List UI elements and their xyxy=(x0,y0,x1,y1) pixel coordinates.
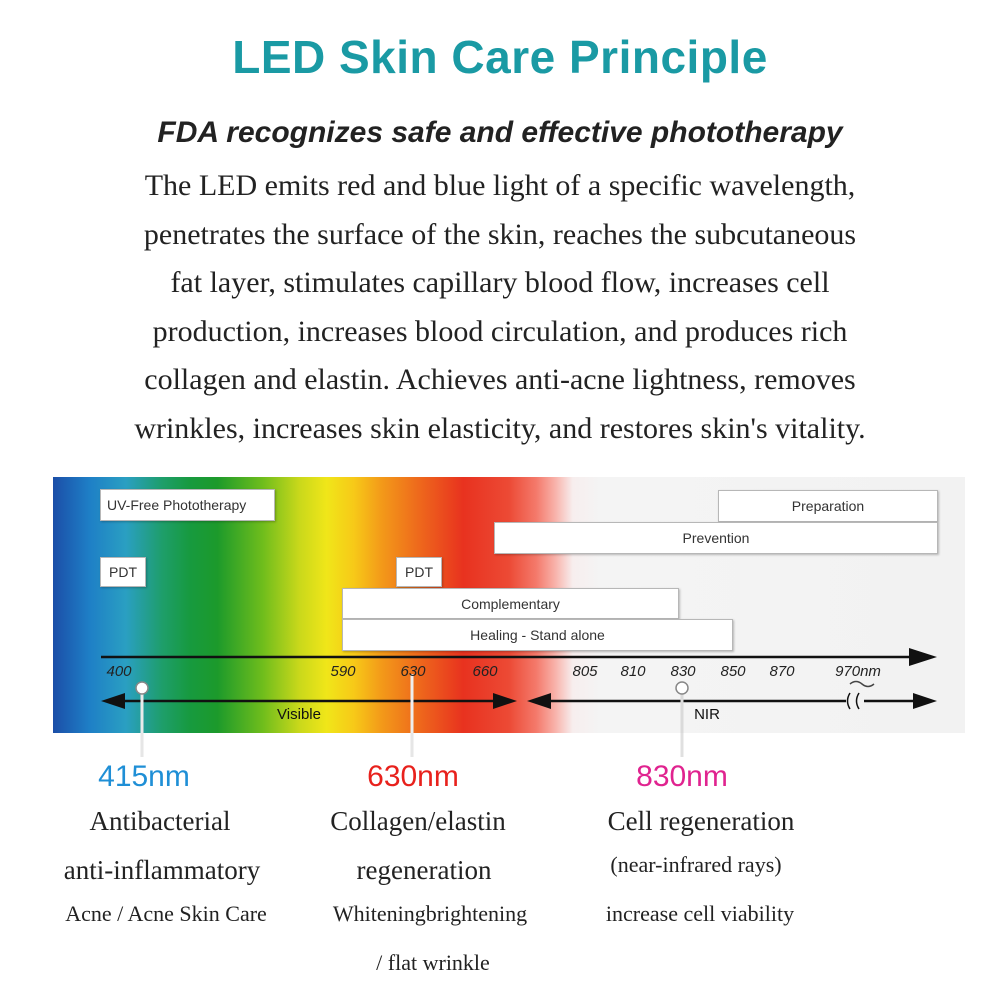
marker-415 xyxy=(135,681,149,695)
tick-label: 870 xyxy=(769,663,795,680)
subtitle: FDA recognizes safe and effective photot… xyxy=(157,116,843,149)
caption-630-line4: / flat wrinkle xyxy=(376,950,490,975)
caption-415-line2: anti-inflammatory xyxy=(63,855,261,885)
tick-label: 805 xyxy=(572,663,598,680)
caption-415-line3: Acne / Acne Skin Care xyxy=(65,901,267,926)
caption-630-line2: regeneration xyxy=(356,855,492,885)
description-line: wrinkles, increases skin elasticity, and… xyxy=(134,411,866,445)
tick-break-mark xyxy=(849,680,875,688)
wavelength-415-label: 415nm xyxy=(98,760,190,793)
caption-415-line1: Antibacterial xyxy=(89,806,231,836)
tick-label: 400 xyxy=(106,663,132,680)
spectrum-diagram: UV-Free Phototherapy Preparation Prevent… xyxy=(53,477,965,733)
wavelength-830-label: 830nm xyxy=(636,760,728,793)
preparation-box: Preparation xyxy=(718,490,938,522)
prevention-box: Prevention xyxy=(494,522,938,554)
caption-830-line2: (near-infrared rays) xyxy=(610,852,782,877)
tick-label: 970nm xyxy=(835,663,881,680)
pdt-box-left: PDT xyxy=(100,557,146,587)
caption-630-line3: Whiteningbrightening xyxy=(332,901,528,926)
description-line: The LED emits red and blue light of a sp… xyxy=(144,169,856,202)
pdt-box-right: PDT xyxy=(396,557,442,587)
caption-830-line3: increase cell viability xyxy=(605,901,795,926)
uv-free-phototherapy-box: UV-Free Phototherapy xyxy=(100,489,275,521)
axis-arrows xyxy=(101,648,937,733)
tick-label: 850 xyxy=(720,663,746,680)
tick-label: 660 xyxy=(472,663,498,680)
complementary-box: Complementary xyxy=(342,588,679,619)
marker-830 xyxy=(675,681,689,695)
description-line: production, increases blood circulation,… xyxy=(152,314,848,348)
wavelength-630-label: 630nm xyxy=(367,760,459,793)
description: The LED emits red and blue light of a sp… xyxy=(20,162,980,453)
tick-label: 630 xyxy=(400,663,426,680)
visible-arrowhead-right xyxy=(493,693,517,709)
nir-arrowhead-right xyxy=(913,693,937,709)
healing-box: Healing - Stand alone xyxy=(342,619,733,651)
tick-label: 810 xyxy=(620,663,646,680)
description-line: collagen and elastin. Achieves anti-acne… xyxy=(144,363,856,396)
description-line: fat layer, stimulates capillary blood fl… xyxy=(170,266,830,299)
nir-arrowhead-left xyxy=(527,693,551,709)
axis-break-mark xyxy=(846,692,860,710)
caption-630-line1: Collagen/elastin xyxy=(330,806,506,836)
page-title: LED Skin Care Principle xyxy=(232,31,768,83)
caption-830-line1: Cell regeneration xyxy=(607,806,795,836)
visible-label: Visible xyxy=(277,706,321,723)
description-line: penetrates the surface of the skin, reac… xyxy=(143,217,857,251)
tick-label: 830 xyxy=(670,663,696,680)
tick-label: 590 xyxy=(330,663,356,680)
axis-arrowhead-right xyxy=(909,648,937,666)
visible-arrowhead-left xyxy=(101,693,125,709)
nir-label: NIR xyxy=(694,706,720,723)
